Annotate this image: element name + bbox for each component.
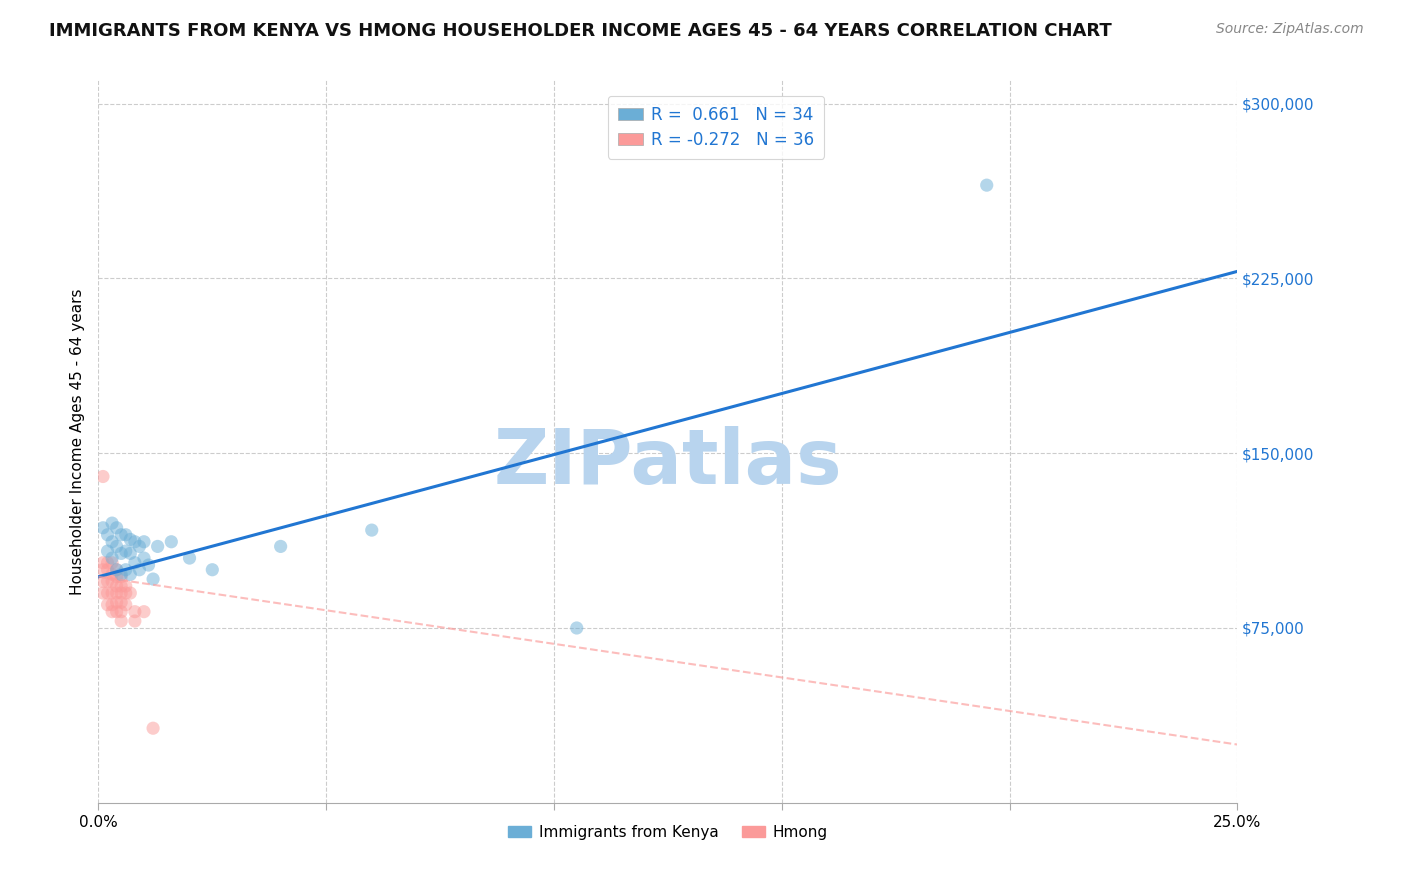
Point [179,551,201,566]
Point [114,586,136,600]
Point [132,534,155,549]
Point [101,574,124,589]
Point [124,556,146,570]
Point [105,563,128,577]
Point [91,563,114,577]
Point [101,516,124,530]
Point [105,521,128,535]
Point [114,544,136,558]
Point [146,540,169,554]
Point [132,605,155,619]
Y-axis label: Householder Income Ages 45 - 64 years: Householder Income Ages 45 - 64 years [69,288,84,595]
Point [96,544,118,558]
Point [128,540,150,554]
Point [91,521,114,535]
Point [565,621,588,635]
Point [124,534,146,549]
Point [101,586,124,600]
Point [101,567,124,582]
Point [120,533,142,547]
Point [132,551,155,566]
Point [96,598,118,612]
Point [138,558,160,572]
Point [105,586,128,600]
Point [105,570,128,584]
Point [124,614,146,628]
Point [96,563,118,577]
Point [110,614,132,628]
Point [91,469,114,483]
Point [105,595,128,609]
Point [110,528,132,542]
Point [124,605,146,619]
Point [120,586,142,600]
Point [110,546,132,560]
Point [114,598,136,612]
Point [96,586,118,600]
Point [96,574,118,589]
Text: Source: ZipAtlas.com: Source: ZipAtlas.com [1216,22,1364,37]
Point [110,595,132,609]
Point [142,572,165,586]
Text: ZIPatlas: ZIPatlas [494,426,842,500]
Point [105,540,128,554]
Point [120,567,142,582]
Point [105,605,128,619]
Point [91,556,114,570]
Point [120,546,142,560]
Point [114,563,136,577]
Point [110,567,132,582]
Point [101,534,124,549]
Point [128,563,150,577]
Point [105,563,128,577]
Legend: Immigrants from Kenya, Hmong: Immigrants from Kenya, Hmong [502,819,834,846]
Point [101,556,124,570]
Point [96,556,118,570]
Point [270,540,292,554]
Point [96,528,118,542]
Point [91,574,114,589]
Point [114,528,136,542]
Text: IMMIGRANTS FROM KENYA VS HMONG HOUSEHOLDER INCOME AGES 45 - 64 YEARS CORRELATION: IMMIGRANTS FROM KENYA VS HMONG HOUSEHOLD… [49,22,1112,40]
Point [91,586,114,600]
Point [114,579,136,593]
Point [142,721,165,735]
Point [976,178,998,193]
Point [360,523,382,537]
Point [201,563,224,577]
Point [101,605,124,619]
Point [105,579,128,593]
Point [110,605,132,619]
Point [110,586,132,600]
Point [101,598,124,612]
Point [110,579,132,593]
Point [101,551,124,566]
Point [110,570,132,584]
Point [160,534,183,549]
